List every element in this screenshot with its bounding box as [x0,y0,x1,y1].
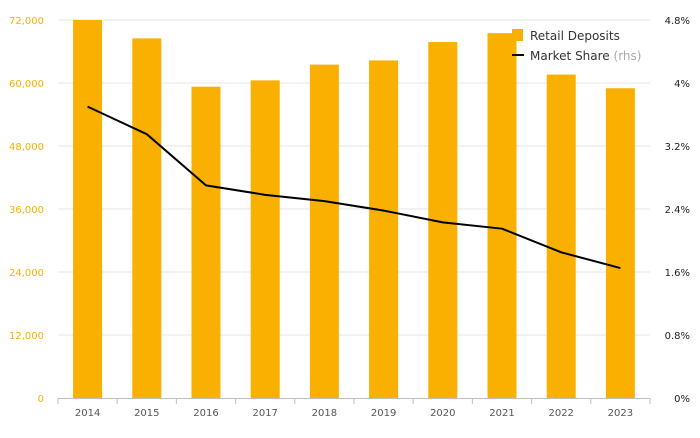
bar-2022 [546,74,576,398]
left-tick-label: 72,000 [9,16,44,27]
bar-2017 [250,80,280,398]
right-tick-label: 4.8% [665,16,690,27]
legend-label-retail-deposits: Retail Deposits [530,29,620,43]
left-tick-label: 36,000 [9,205,44,216]
x-tick-label: 2020 [430,408,455,419]
left-tick-label: 24,000 [9,268,44,279]
legend-label-rhs-note: (rhs) [614,49,642,63]
x-tick-label: 2019 [371,408,396,419]
line-series-market-share [87,105,621,270]
bar-2015 [132,38,162,398]
x-tick-label: 2015 [134,408,159,419]
right-axis-ticks: 0% 0.8% 1.6% 2.4% 3.2% 4% 4.8% [665,16,690,405]
x-tick-label: 2014 [75,408,100,419]
x-tick-label: 2022 [548,408,573,419]
right-tick-label: 4% [674,79,690,90]
legend-item-market-share: Market Share (rhs) [512,49,641,63]
right-tick-label: 1.6% [665,268,690,279]
x-tick-label: 2021 [489,408,514,419]
right-tick-label: 0.8% [665,331,690,342]
x-axis [57,398,651,404]
legend-label-market-share-name: Market Share [530,49,610,63]
market-share-line [87,105,621,270]
bar-2021 [487,33,517,398]
left-axis-ticks: 0 12,000 24,000 36,000 48,000 60,000 72,000 [9,16,44,405]
right-tick-label: 0% [674,394,690,405]
x-tick-label: 2016 [193,408,218,419]
legend: Retail Deposits Market Share (rhs) [512,29,641,63]
bar-2018 [309,64,339,398]
legend-swatch-bar [512,29,523,41]
legend-label-market-share: Market Share (rhs) [530,49,641,63]
left-tick-label: 12,000 [9,331,44,342]
x-tick-label: 2023 [608,408,633,419]
left-tick-label: 48,000 [9,142,44,153]
x-tick-label: 2017 [252,408,277,419]
x-axis-ticks: 2014 2015 2016 2017 2018 2019 2020 2021 2022 2023 [75,408,633,419]
right-tick-label: 3.2% [665,142,690,153]
bar-2014 [73,20,103,398]
right-tick-label: 2.4% [665,205,690,216]
left-tick-label: 60,000 [9,79,44,90]
bar-2019 [369,60,399,399]
bar-2023 [605,88,635,398]
legend-item-retail-deposits: Retail Deposits [512,29,620,43]
bar-2016 [191,86,221,399]
x-tick-label: 2018 [312,408,337,419]
left-tick-label: 0 [38,394,44,405]
